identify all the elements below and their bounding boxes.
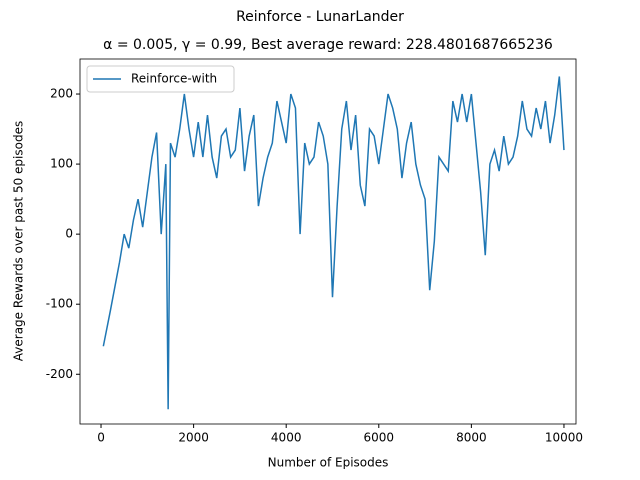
chart-title: α = 0.005, γ = 0.99, Best average reward… bbox=[103, 37, 553, 53]
y-tick-label: 0 bbox=[65, 227, 73, 241]
x-tick-label: 2000 bbox=[178, 431, 209, 445]
legend-label: Reinforce-with bbox=[131, 72, 217, 86]
y-tick-label: 100 bbox=[50, 157, 73, 171]
suptitle: Reinforce - LunarLander bbox=[236, 9, 404, 25]
legend-box bbox=[86, 65, 235, 93]
x-tick-label: 6000 bbox=[364, 431, 395, 445]
x-tick-label: 10000 bbox=[545, 431, 583, 445]
y-tick-label: -100 bbox=[46, 297, 73, 311]
x-axis-label: Number of Episodes bbox=[268, 456, 389, 470]
x-tick-label: 8000 bbox=[456, 431, 487, 445]
x-tick-label: 0 bbox=[97, 431, 105, 445]
x-tick-label: 4000 bbox=[271, 431, 302, 445]
series-line bbox=[102, 76, 565, 410]
y-tick-label: -200 bbox=[46, 367, 73, 381]
y-axis-label: Average Rewards over past 50 episodes bbox=[12, 121, 26, 361]
y-tick-label: 200 bbox=[50, 87, 73, 101]
plot-frame bbox=[79, 58, 577, 425]
